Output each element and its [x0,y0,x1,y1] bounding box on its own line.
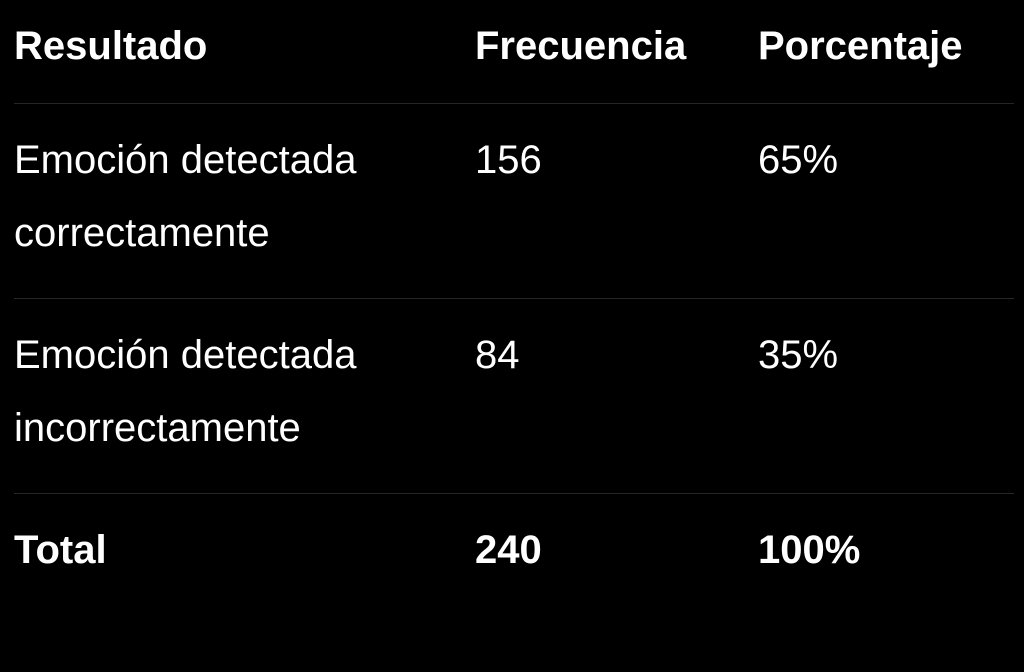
cell-porcentaje: 65% [758,103,1014,299]
cell-resultado: Emoción detectada incorrectamente [14,298,475,494]
cell-frecuencia: 156 [475,103,758,299]
header-row: Resultado Frecuencia Porcentaje [14,0,1014,104]
cell-porcentaje: 35% [758,298,1014,494]
cell-frecuencia: 84 [475,298,758,494]
total-label: Total [14,493,475,606]
results-table: Resultado Frecuencia Porcentaje Emoción … [14,0,1014,606]
header-resultado: Resultado [14,24,208,68]
cell-resultado: Emoción detectada correctamente [14,103,475,299]
total-row: Total 240 100% [14,493,1014,606]
table-row: Emoción detectada correctamente 156 65% [14,103,1014,299]
total-frecuencia: 240 [475,493,758,606]
header-porcentaje: Porcentaje [758,24,963,68]
total-porcentaje: 100% [758,493,1014,606]
table-row: Emoción detectada incorrectamente 84 35% [14,298,1014,494]
header-frecuencia: Frecuencia [475,24,687,68]
